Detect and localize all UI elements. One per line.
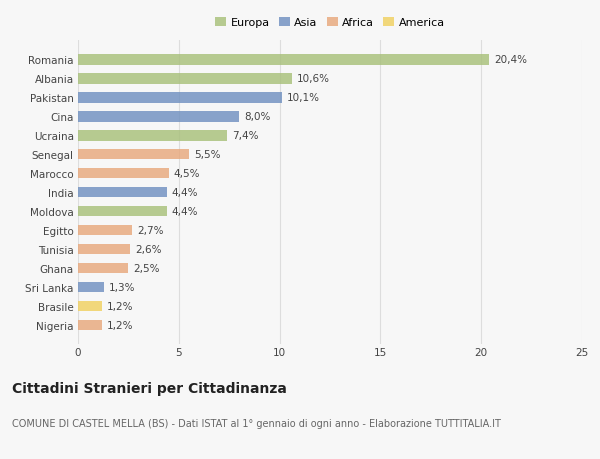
Text: Cittadini Stranieri per Cittadinanza: Cittadini Stranieri per Cittadinanza [12, 381, 287, 395]
Text: 2,7%: 2,7% [137, 226, 164, 235]
Bar [78, 150, 189, 160]
Text: 4,4%: 4,4% [172, 207, 198, 217]
Text: 2,6%: 2,6% [136, 245, 162, 255]
Text: 5,5%: 5,5% [194, 150, 220, 160]
Bar [78, 74, 292, 84]
Text: 7,4%: 7,4% [232, 131, 259, 141]
Bar [78, 93, 281, 103]
Bar [78, 188, 167, 198]
Text: 10,6%: 10,6% [297, 74, 330, 84]
Text: 1,2%: 1,2% [107, 320, 134, 330]
Text: 10,1%: 10,1% [287, 93, 320, 103]
Text: 4,5%: 4,5% [174, 169, 200, 179]
Text: 4,4%: 4,4% [172, 188, 198, 198]
Text: 8,0%: 8,0% [244, 112, 271, 122]
Text: COMUNE DI CASTEL MELLA (BS) - Dati ISTAT al 1° gennaio di ogni anno - Elaborazio: COMUNE DI CASTEL MELLA (BS) - Dati ISTAT… [12, 418, 501, 428]
Text: 1,3%: 1,3% [109, 282, 136, 292]
Text: 20,4%: 20,4% [494, 55, 527, 65]
Text: 1,2%: 1,2% [107, 302, 134, 311]
Bar [78, 282, 104, 293]
Bar [78, 263, 128, 274]
Bar [78, 301, 102, 312]
Legend: Europa, Asia, Africa, America: Europa, Asia, Africa, America [211, 13, 449, 33]
Bar [78, 55, 489, 66]
Bar [78, 320, 102, 330]
Bar [78, 112, 239, 122]
Bar [78, 244, 130, 255]
Text: 2,5%: 2,5% [133, 263, 160, 274]
Bar [78, 131, 227, 141]
Bar [78, 168, 169, 179]
Bar [78, 225, 133, 236]
Bar [78, 207, 167, 217]
